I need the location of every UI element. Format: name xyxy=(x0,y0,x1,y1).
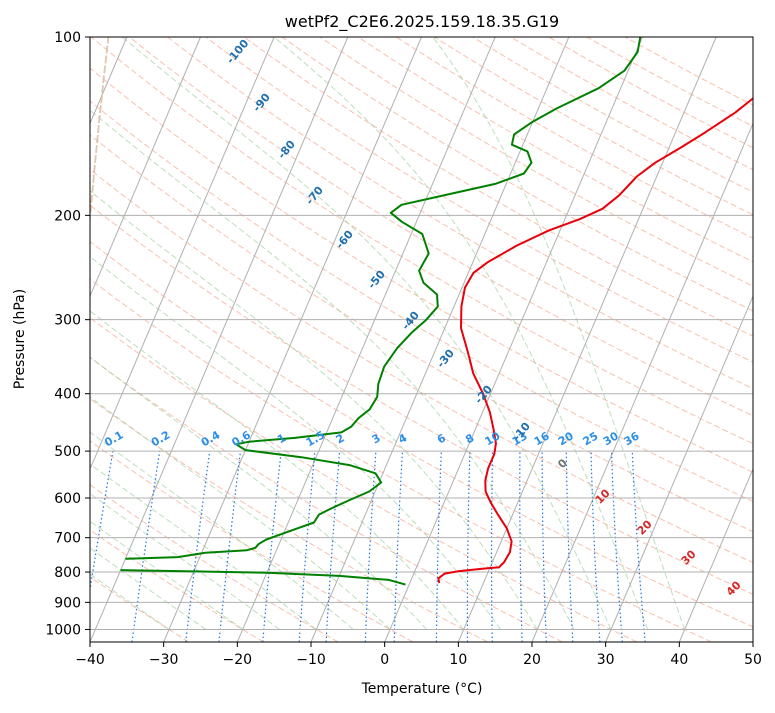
y-tick-label: 600 xyxy=(54,491,81,507)
y-tick-label: 500 xyxy=(54,444,81,460)
y-tick-label: 800 xyxy=(54,565,81,581)
x-tick-label: 50 xyxy=(744,652,762,668)
y-tick-label: 1000 xyxy=(45,622,81,638)
x-tick-label: −10 xyxy=(296,652,326,668)
x-axis-label: Temperature (°C) xyxy=(361,681,483,697)
x-tick-label: 30 xyxy=(597,652,615,668)
x-tick-label: −30 xyxy=(149,652,179,668)
x-tick-label: 0 xyxy=(380,652,389,668)
x-tick-label: −20 xyxy=(223,652,253,668)
x-tick-label: 40 xyxy=(670,652,688,668)
x-tick-label: −40 xyxy=(75,652,105,668)
chart-title: wetPf2_C2E6.2025.159.18.35.G19 xyxy=(285,12,559,32)
x-tick-label: 20 xyxy=(523,652,541,668)
y-tick-label: 400 xyxy=(54,387,81,403)
y-tick-label: 200 xyxy=(54,208,81,224)
y-axis-label: Pressure (hPa) xyxy=(12,289,28,389)
y-tick-label: 900 xyxy=(54,595,81,611)
x-tick-label: 10 xyxy=(449,652,467,668)
y-tick-label: 700 xyxy=(54,531,81,547)
y-tick-label: 100 xyxy=(54,30,81,46)
y-tick-label: 300 xyxy=(54,313,81,329)
